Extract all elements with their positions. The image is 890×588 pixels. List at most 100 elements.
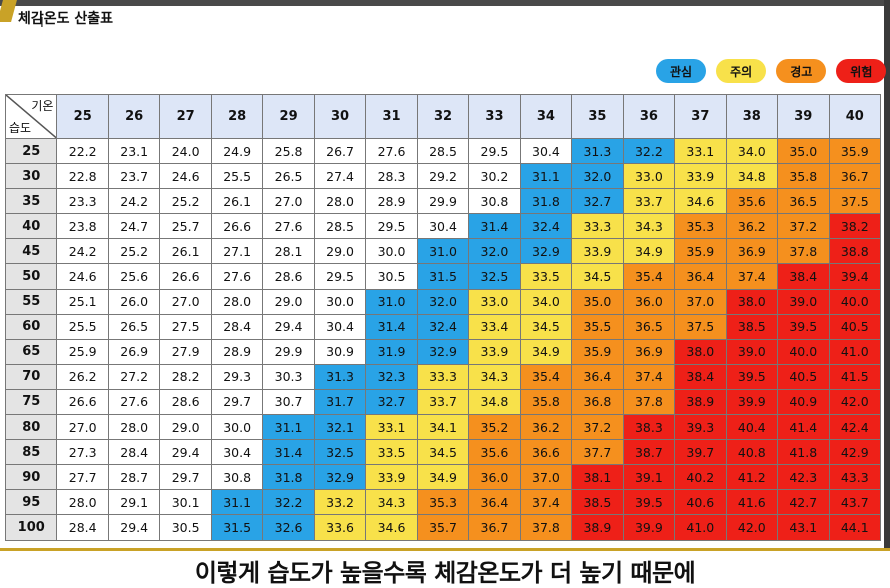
- heat-index-cell: 40.9: [777, 388, 830, 416]
- humidity-header: 100: [4, 514, 58, 541]
- heat-index-cell: 26.1: [210, 188, 264, 215]
- heat-index-cell: 27.4: [313, 163, 367, 190]
- heat-index-cell: 30.2: [468, 163, 521, 190]
- heat-index-cell: 35.5: [571, 313, 624, 340]
- heat-index-cell: 28.7: [107, 464, 161, 491]
- heat-index-cell: 30.8: [468, 188, 521, 215]
- temperature-header: 26: [107, 94, 161, 139]
- heat-index-cell: 25.6: [107, 263, 161, 290]
- heat-index-cell: 39.5: [622, 489, 676, 516]
- heat-index-cell: 33.9: [468, 338, 521, 365]
- heat-index-cell: 34.0: [519, 288, 573, 315]
- heat-index-cell: 32.0: [468, 238, 521, 265]
- heat-index-cell: 41.4: [777, 414, 830, 441]
- table-row: 65 25.9 26.9 27.9 28.9 29.9 30.9 31.9 32.9 33.9 34…: [4, 338, 881, 365]
- table-row: 95 28.0 29.1 30.1 31.1 32.2 33.2 34.3 35.3 36.4 37…: [4, 489, 881, 516]
- heat-index-cell: 37.5: [674, 313, 727, 340]
- heat-index-cell: 38.9: [674, 388, 727, 416]
- heat-index-cell: 28.0: [107, 414, 161, 441]
- accent-stripe: [0, 0, 17, 22]
- heat-index-cell: 35.8: [519, 388, 573, 416]
- heat-index-cell: 26.0: [107, 288, 161, 315]
- heat-index-cell: 29.0: [262, 288, 315, 315]
- table-row: 25 22.2 23.1 24.0 24.9 25.8 26.7 27.6 28.5 29.5 30…: [4, 137, 881, 165]
- heat-index-cell: 39.0: [777, 288, 830, 315]
- humidity-header: 30: [4, 163, 58, 190]
- heat-index-cell: 41.0: [674, 514, 727, 541]
- legend-pill-3: 위험: [836, 59, 887, 83]
- heat-index-cell: 43.1: [777, 514, 830, 541]
- heat-index-cell: 33.1: [674, 137, 727, 165]
- heat-index-cell: 29.4: [262, 313, 315, 340]
- heat-index-cell: 29.0: [313, 238, 367, 265]
- temperature-header: 25: [56, 94, 109, 139]
- heat-index-cell: 28.0: [313, 188, 367, 215]
- humidity-header: 80: [4, 414, 58, 441]
- heat-index-cell: 27.0: [262, 188, 315, 215]
- right-edge: [884, 0, 890, 548]
- heat-index-cell: 29.9: [416, 188, 470, 215]
- heat-index-cell: 30.7: [262, 388, 315, 416]
- heat-index-cell: 37.4: [622, 363, 676, 390]
- heat-index-cell: 38.5: [571, 489, 624, 516]
- heat-index-cell: 30.0: [365, 238, 418, 265]
- heat-index-cell: 37.0: [674, 288, 727, 315]
- heat-index-cell: 38.5: [725, 313, 779, 340]
- heat-index-cell: 31.3: [313, 363, 367, 390]
- heat-index-cell: 33.1: [365, 414, 418, 441]
- table-row: 30 22.8 23.7 24.6 25.5 26.5 27.4 28.3 29.2 30.2 31…: [4, 163, 881, 190]
- heat-index-cell: 33.7: [622, 188, 676, 215]
- heat-index-cell: 40.5: [777, 363, 830, 390]
- heat-index-cell: 36.4: [674, 263, 727, 290]
- heat-index-cell: 27.6: [210, 263, 264, 290]
- heat-index-cell: 32.0: [416, 288, 470, 315]
- table-row: 80 27.0 28.0 29.0 30.0 31.1 32.1 33.1 34.1 35.2 36…: [4, 414, 881, 441]
- humidity-header: 35: [4, 188, 58, 215]
- heat-index-cell: 36.7: [828, 163, 881, 190]
- heat-index-cell: 34.9: [519, 338, 573, 365]
- heat-index-cell: 32.4: [416, 313, 470, 340]
- heat-index-cell: 35.3: [674, 213, 727, 240]
- heat-index-cell: 34.8: [468, 388, 521, 416]
- heat-index-cell: 28.0: [210, 288, 264, 315]
- heat-index-cell: 28.4: [107, 439, 161, 466]
- table-row: 100 28.4 29.4 30.5 31.5 32.6 33.6 34.6 35.7 36.7 3…: [4, 514, 881, 541]
- heat-index-cell: 28.3: [365, 163, 418, 190]
- heat-index-cell: 37.4: [519, 489, 573, 516]
- heat-index-cell: 30.1: [159, 489, 212, 516]
- heat-index-cell: 32.7: [365, 388, 418, 416]
- heat-index-cell: 39.9: [622, 514, 676, 541]
- heat-index-cell: 31.1: [210, 489, 264, 516]
- heat-index-cell: 29.0: [159, 414, 212, 441]
- legend: 관심 주의 경고 위험: [656, 59, 887, 83]
- heat-index-cell: 35.2: [468, 414, 521, 441]
- temperature-header: 29: [262, 94, 315, 139]
- heat-index-cell: 32.9: [416, 338, 470, 365]
- heat-index-cell: 37.4: [725, 263, 779, 290]
- heat-index-cell: 39.5: [777, 313, 830, 340]
- heat-index-cell: 31.8: [519, 188, 573, 215]
- table-row: 50 24.6 25.6 26.6 27.6 28.6 29.5 30.5 31.5 32.5 33…: [4, 263, 881, 290]
- heat-index-cell: 41.0: [828, 338, 881, 365]
- heat-index-cell: 26.1: [159, 238, 212, 265]
- table-row: 60 25.5 26.5 27.5 28.4 29.4 30.4 31.4 32.4 33.4 34…: [4, 313, 881, 340]
- heat-index-cell: 29.4: [159, 439, 212, 466]
- heat-index-cell: 35.4: [519, 363, 573, 390]
- heat-index-cell: 26.6: [56, 388, 109, 416]
- heat-index-cell: 24.2: [107, 188, 161, 215]
- heat-index-cell: 42.9: [828, 439, 881, 466]
- heat-index-cell: 35.7: [416, 514, 470, 541]
- heat-index-cell: 31.3: [571, 137, 624, 165]
- heat-index-cell: 36.5: [622, 313, 676, 340]
- heat-index-cell: 27.6: [365, 137, 418, 165]
- heat-index-cell: 24.6: [159, 163, 212, 190]
- humidity-header: 50: [4, 263, 58, 290]
- heat-index-cell: 23.1: [107, 137, 161, 165]
- heat-index-cell: 24.0: [159, 137, 212, 165]
- heat-index-cell: 22.2: [56, 137, 109, 165]
- heat-index-cell: 31.4: [468, 213, 521, 240]
- humidity-header: 90: [4, 464, 58, 491]
- humidity-axis-label: 습도: [9, 121, 32, 135]
- heat-index-cell: 38.2: [828, 213, 881, 240]
- heat-index-cell: 25.5: [210, 163, 264, 190]
